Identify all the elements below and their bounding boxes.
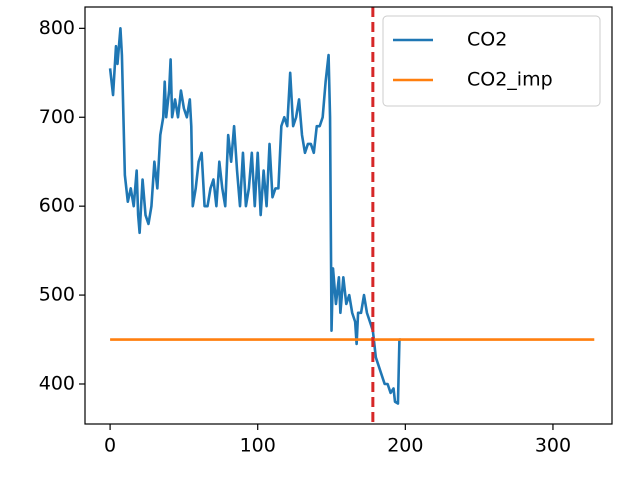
y-tick-label: 800 bbox=[39, 17, 75, 39]
y-tick-label: 700 bbox=[39, 106, 75, 128]
y-tick-label: 600 bbox=[39, 195, 75, 217]
y-tick-label: 500 bbox=[39, 284, 75, 306]
y-tick-label: 400 bbox=[39, 372, 75, 394]
x-tick-label: 100 bbox=[240, 435, 276, 457]
line bbox=[108, 27, 401, 405]
x-tick-label: 300 bbox=[535, 435, 571, 457]
x-tick-label: 200 bbox=[387, 435, 423, 457]
legend-label: CO2 bbox=[467, 29, 507, 51]
legend-label: CO2_imp bbox=[467, 69, 553, 91]
x-tick-label: 0 bbox=[104, 435, 116, 457]
legend-box bbox=[382, 15, 601, 107]
plot-frame bbox=[84, 6, 613, 425]
